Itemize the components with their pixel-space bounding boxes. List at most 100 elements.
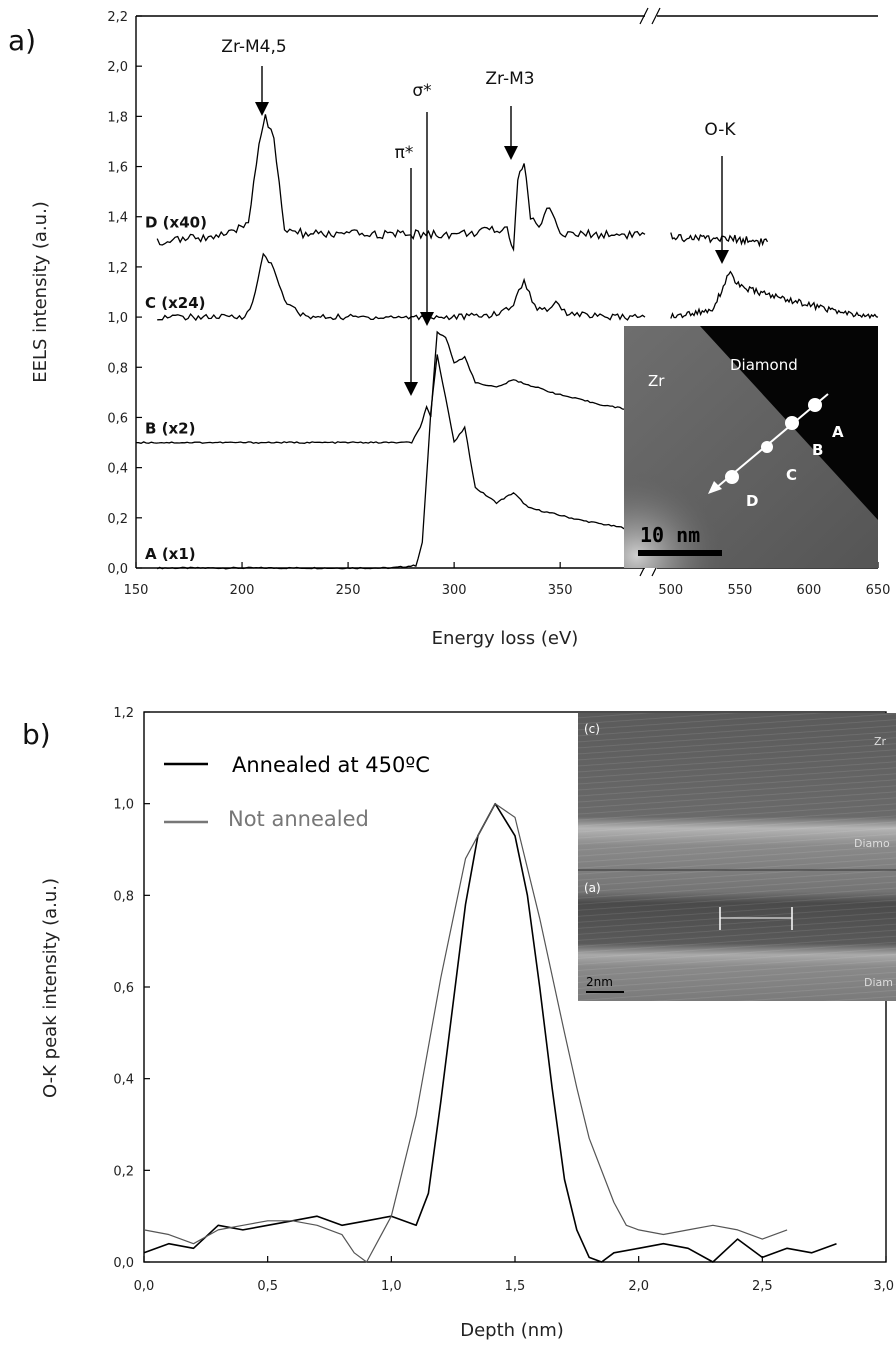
y-tick-label: 2,0 [107,60,128,75]
annotation-zr-m45-text: Zr-M4,5 [221,37,286,57]
series-label-d: D (x40) [145,214,207,232]
panel-a-series-labels: A (x1) B (x2) C (x24) D (x40) [145,214,207,563]
x-tick-label: 0,5 [257,1279,278,1294]
series-line-not-annealed [143,803,788,1263]
series-label-c: C (x24) [145,294,206,312]
panel-b-label: b) [22,718,51,751]
axis-break-top [639,7,661,25]
inset-label-zr: Zr [648,372,665,390]
y-tick-label: 1,0 [107,311,128,326]
panel-b-y-ticks: 0,0 0,2 0,4 0,6 0,8 1,0 1,2 [113,706,150,1271]
annotation-sigma-text: σ* [412,81,431,101]
panel-a-x-label: Energy loss (eV) [432,628,579,649]
panel-b-x-label: Depth (nm) [460,1320,564,1341]
panel-b-legend: Annealed at 450ºC Not annealed [164,753,430,831]
y-tick-label: 0,2 [113,1164,134,1179]
inset-label-c: C [786,466,797,484]
panel-a-x-ticks: 150 200 250 300 350 500 550 600 650 [124,562,891,598]
inset-label-diamond: Diamond [730,356,798,374]
inset-scan-arrow [708,481,722,494]
arrow-head [420,312,434,326]
inset-point-a [808,398,822,412]
y-tick-label: 1,6 [107,161,128,176]
annotation-o-k: O-K [704,120,736,264]
panel-a-inset-image: Zr Diamond A B C D 10 nm [624,326,878,568]
x-tick-label: 1,5 [505,1279,526,1294]
x-tick-label: 1,0 [381,1279,402,1294]
x-tick-label: 600 [797,583,822,598]
y-tick-label: 0,6 [113,981,134,996]
y-tick-label: 1,0 [113,798,134,813]
series-label-a: A (x1) [145,545,196,563]
series-line-d [156,114,646,253]
series-line-annealed [143,802,837,1263]
series-line-d-seg2 [670,232,769,248]
x-tick-label: 2,0 [628,1279,649,1294]
x-tick-label: 2,5 [752,1279,773,1294]
inset-point-c [761,441,773,453]
inset-b-label-diamond-bottom: Diam [864,976,893,989]
x-tick-label: 300 [442,583,467,598]
panel-a-y-label: EELS intensity (a.u.) [30,201,51,383]
y-tick-label: 0,6 [107,411,128,426]
y-tick-label: 1,4 [107,211,128,226]
series-line-b [135,330,646,445]
x-tick-label: 200 [230,583,255,598]
panel-a-label: a) [8,24,36,57]
x-tick-label: 550 [727,583,752,598]
inset-b-label-zr: Zr [874,735,887,748]
x-tick-label: 500 [658,583,683,598]
x-tick-label: 650 [866,583,891,598]
inset-point-d [725,470,739,484]
annotation-pi-text: π* [395,143,414,163]
x-tick-label: 250 [336,583,361,598]
x-tick-label: 0,0 [134,1279,155,1294]
inset-label-a: A [832,423,844,441]
panel-b-x-ticks: 0,0 0,5 1,0 1,5 2,0 2,5 3,0 [134,1256,894,1294]
annotation-o-k-text: O-K [704,120,736,140]
y-tick-label: 0,2 [107,512,128,527]
inset-b-label-c: (c) [584,722,600,736]
inset-b-scale-text: 2nm [586,975,613,989]
panel-b-y-label: O-K peak intensity (a.u.) [40,878,61,1098]
annotation-pi: π* [395,143,418,396]
inset-b-label-diamond-top: Diamo [854,837,890,850]
annotation-sigma: σ* [412,81,434,326]
y-tick-label: 2,2 [107,10,128,25]
arrow-head [404,382,418,396]
y-tick-label: 1,8 [107,110,128,125]
series-label-b: B (x2) [145,419,195,437]
y-tick-label: 1,2 [107,261,128,276]
inset-scale-text: 10 nm [640,523,700,547]
inset-label-b: B [812,441,823,459]
arrow-head [504,146,518,160]
annotation-zr-m45: Zr-M4,5 [221,37,287,116]
y-tick-label: 0,0 [113,1256,134,1271]
y-tick-label: 0,8 [107,361,128,376]
panel-a-series [135,114,879,570]
y-tick-label: 0,4 [113,1073,134,1088]
panel-b-inset-image: (c) Zr Diamo (a) Diam 2nm [578,713,896,1001]
panel-a-y-ticks: 0,0 0,2 0,4 0,6 0,8 1,0 1,2 1,4 1,6 1,8 2,0 2,2 [107,10,142,577]
inset-scale-bar [638,550,722,556]
series-line-c [157,252,646,322]
x-tick-label: 150 [124,583,149,598]
annotation-zr-m3: Zr-M3 [485,69,535,160]
arrow-head [715,250,729,264]
legend-label-annealed: Annealed at 450ºC [232,753,430,777]
series-line-c-seg2 [670,270,879,320]
inset-point-b [785,416,799,430]
x-tick-label: 3,0 [873,1279,894,1294]
y-tick-label: 1,2 [113,706,134,721]
arrow-head [255,102,269,116]
x-tick-label: 350 [548,583,573,598]
inset-label-d: D [746,492,758,510]
y-tick-label: 0,4 [107,462,128,477]
y-tick-label: 0,0 [107,562,128,577]
annotation-zr-m3-text: Zr-M3 [485,69,534,89]
panel-b-series [143,802,837,1263]
inset-b-label-a: (a) [584,881,601,895]
y-tick-label: 0,8 [113,889,134,904]
legend-label-not-annealed: Not annealed [228,807,369,831]
